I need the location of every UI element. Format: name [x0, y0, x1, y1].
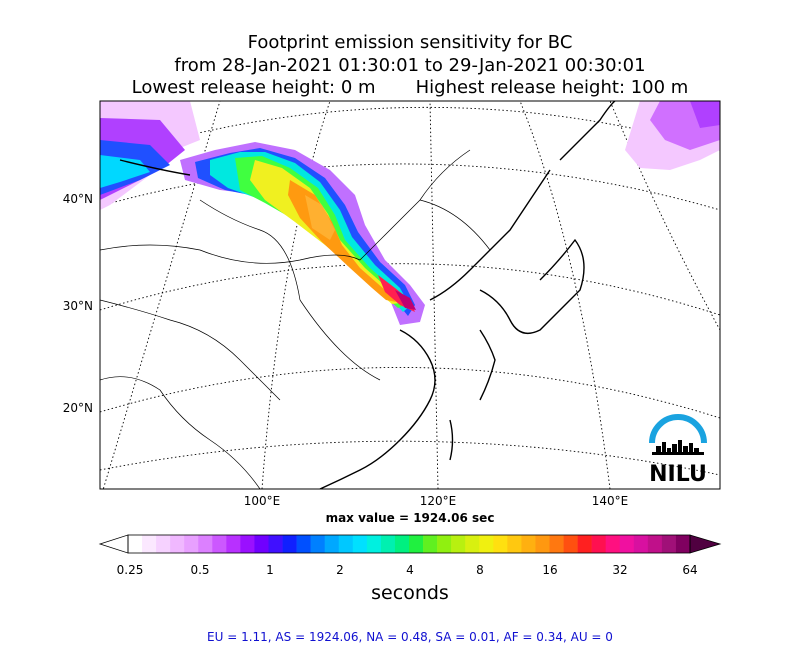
colorbar-segment	[591, 535, 606, 553]
nilu-logo: NILU	[649, 414, 707, 487]
colorbar-segment	[128, 535, 143, 553]
colorbar-segment	[549, 535, 564, 553]
colorbar-segment	[324, 535, 340, 553]
lat-label-30: 30°N	[62, 299, 93, 313]
colorbar-segment	[268, 535, 283, 553]
colorbar-segment	[577, 535, 592, 553]
colorbar-segment	[465, 535, 480, 553]
colorbar-tick-label: 16	[542, 563, 558, 577]
colorbar-segment	[198, 535, 213, 553]
region-totals: EU = 1.11, AS = 1924.06, NA = 0.48, SA =…	[207, 630, 613, 644]
colorbar-segment	[212, 535, 227, 553]
colorbar-tick-label: 2	[336, 563, 344, 577]
max-value-label: max value = 1924.06 sec	[325, 511, 495, 525]
colorbar-min-extension	[98, 534, 129, 554]
colorbar-segment	[619, 535, 635, 553]
colorbar-segment	[409, 535, 424, 553]
colorbar-max-extension	[689, 534, 722, 554]
colorbar-segment	[366, 535, 382, 553]
colorbar-segment	[479, 535, 494, 553]
colorbar-segment	[451, 535, 466, 553]
lon-label-100: 100°E	[243, 494, 281, 508]
colorbar-segment	[226, 535, 241, 553]
colorbar-segment	[310, 535, 325, 553]
lat-label-40: 40°N	[62, 192, 93, 206]
lon-label-140: 140°E	[591, 494, 629, 508]
colorbar-segment	[170, 535, 185, 553]
colorbar-segment	[156, 535, 171, 553]
map-time-range: from 28-Jan-2021 01:30:01 to 29-Jan-2021…	[174, 55, 646, 76]
colorbar-segment	[142, 535, 157, 553]
colorbar-segment	[240, 535, 255, 553]
colorbar-segment	[394, 535, 410, 553]
colorbar-segment	[633, 535, 649, 553]
colorbar-segment	[605, 535, 621, 553]
colorbar-segment	[675, 535, 691, 553]
colorbar-tick-label: 32	[612, 563, 628, 577]
lon-label-120: 120°E	[419, 494, 457, 508]
colorbar-segment	[647, 535, 663, 553]
colorbar-tick-label: 0.25	[116, 563, 144, 577]
colorbar-segment	[563, 535, 578, 553]
colorbar-segment	[493, 535, 508, 553]
colorbar-tick-label: 64	[682, 563, 698, 577]
borders	[100, 149, 491, 489]
colorbar-tick-label: 8	[476, 563, 484, 577]
sensitivity-plume	[100, 101, 720, 325]
graticule	[100, 101, 720, 489]
lat-label-20: 20°N	[62, 401, 93, 415]
map-title: Footprint emission sensitivity for BC	[247, 32, 573, 53]
logo-arc	[649, 414, 707, 444]
colorbar-segment	[535, 535, 550, 553]
colorbar-segment	[184, 535, 199, 553]
colorbar-segment	[296, 535, 311, 553]
lowest-release-height: Lowest release height: 0 m	[131, 77, 376, 98]
colorbar	[98, 534, 722, 554]
colorbar-tick-label: 1	[266, 563, 274, 577]
colorbar-segment	[521, 535, 536, 553]
colorbar-segment	[507, 535, 522, 553]
colorbar-segment	[254, 535, 269, 553]
coastline	[119, 101, 616, 489]
release-heights: Lowest release height: 0 m Highest relea…	[0, 77, 800, 99]
colorbar-segment	[423, 535, 438, 553]
colorbar-unit: seconds	[371, 582, 449, 604]
colorbar-segment	[437, 535, 452, 553]
colorbar-segment	[282, 535, 297, 553]
colorbar-tick-label: 0.5	[190, 563, 210, 577]
colorbar-segment	[380, 535, 396, 553]
colorbar-segment	[338, 535, 354, 553]
logo-text: NILU	[649, 462, 707, 487]
highest-release-height: Highest release height: 100 m	[415, 77, 689, 98]
colorbar-segment	[661, 535, 677, 553]
colorbar-tick-label: 4	[406, 563, 414, 577]
colorbar-segment	[352, 535, 368, 553]
